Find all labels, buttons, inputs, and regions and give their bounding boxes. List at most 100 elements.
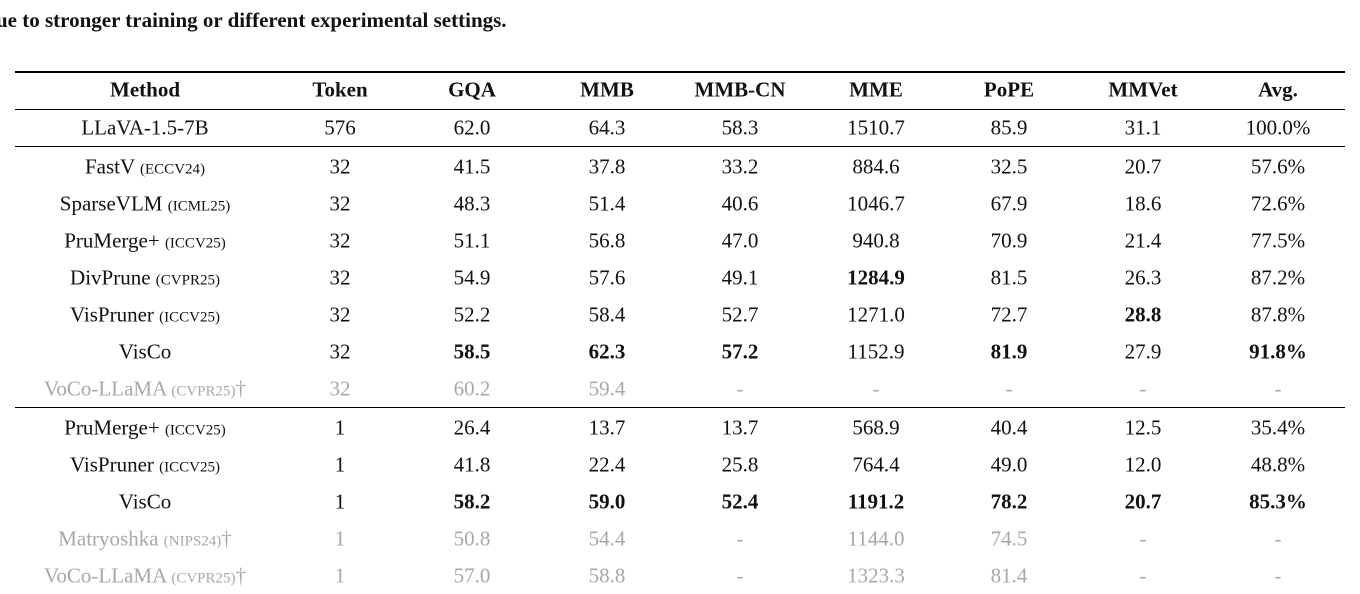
table-cell: 48.3 (453, 191, 491, 216)
table-cell: 32 (329, 228, 351, 253)
method-name: VisCo (118, 489, 172, 514)
method-cell: LLaVA-1.5-7B (81, 116, 208, 141)
rule (15, 146, 1345, 147)
table-cell: 32 (329, 339, 351, 364)
table-cell: 32 (329, 265, 351, 290)
method-cell: VisCo (119, 340, 171, 365)
method-cell: VoCo-LLaMA (CVPR25)† (44, 377, 246, 402)
table-cell: 57.6% (1250, 154, 1306, 179)
table-cell: - (1139, 376, 1147, 401)
table-cell: 20.7 (1124, 154, 1162, 179)
table-cell: 37.8 (588, 154, 626, 179)
table-cell: 81.9 (990, 339, 1028, 364)
table-cell: - (1274, 376, 1282, 401)
table-cell: 58.2 (453, 489, 491, 514)
method-cell: VisPruner (ICCV25) (70, 453, 220, 478)
table-cell: 58.4 (588, 302, 626, 327)
table-cell: 576 (324, 115, 356, 140)
table-cell: 50.8 (453, 526, 491, 551)
table-cell: 22.4 (588, 452, 626, 477)
table-cell: 1323.3 (847, 563, 905, 588)
table-cell: 87.8% (1250, 302, 1306, 327)
table-cell: 85.3% (1249, 489, 1307, 514)
table-cell: 54.4 (588, 526, 626, 551)
table-cell: 1284.9 (847, 265, 905, 290)
table-cell: 1 (334, 526, 346, 551)
venue: (ECCV24) (140, 161, 206, 178)
table-cell: 1 (334, 563, 346, 588)
table-cell: 58.3 (721, 115, 759, 140)
table-cell: 18.6 (1124, 191, 1162, 216)
table-cell: - (872, 376, 880, 401)
venue: (CVPR25) (155, 272, 220, 289)
table-cell: - (736, 526, 744, 551)
table-cell: 58.8 (588, 563, 626, 588)
method-name: Matryoshka (58, 526, 159, 551)
table-cell: 62.0 (453, 115, 491, 140)
method-cell: DivPrune (CVPR25) (70, 266, 220, 291)
table-cell: 1510.7 (847, 115, 905, 140)
table-cell: 72.6% (1250, 191, 1306, 216)
table-cell: 41.8 (453, 452, 491, 477)
table-cell: 1 (334, 452, 346, 477)
venue: (ICCV25) (164, 235, 226, 252)
table-cell: 1 (334, 489, 346, 514)
method-name: VisPruner (70, 302, 154, 327)
table-cell: - (1139, 526, 1147, 551)
table-cell: 62.3 (588, 339, 626, 364)
table-cell: 72.7 (990, 302, 1028, 327)
table-cell: 64.3 (588, 115, 626, 140)
venue: (ICCV25) (164, 422, 226, 439)
table-cell: 48.8% (1250, 452, 1306, 477)
table-cell: 41.5 (453, 154, 491, 179)
table-cell: 40.4 (990, 415, 1028, 440)
table-cell: - (736, 376, 744, 401)
rule (15, 109, 1345, 110)
dagger: † (235, 563, 247, 588)
method-cell: SparseVLM (ICML25) (60, 192, 230, 217)
method-cell: VoCo-LLaMA (CVPR25)† (44, 564, 246, 589)
method-name: PruMerge+ (64, 228, 160, 253)
table-cell: 26.3 (1124, 265, 1162, 290)
table-cell: 52.2 (453, 302, 491, 327)
table-cell: 59.0 (588, 489, 626, 514)
header-cell: GQA (448, 77, 496, 102)
header-cell: MME (849, 77, 903, 102)
table-cell: 1191.2 (847, 489, 905, 514)
table-cell: 12.0 (1124, 452, 1162, 477)
table-cell: - (1274, 526, 1282, 551)
venue: (CVPR25) (171, 383, 236, 400)
method-name: VisPruner (70, 452, 154, 477)
venue: (CVPR25) (171, 570, 236, 587)
header-cell: Token (312, 77, 368, 102)
table-cell: 51.1 (453, 228, 491, 253)
table-cell: 59.4 (588, 376, 626, 401)
method-name: PruMerge+ (64, 415, 160, 440)
table-cell: 58.5 (453, 339, 491, 364)
table-cell: 1271.0 (847, 302, 905, 327)
table-cell: 1144.0 (847, 526, 905, 551)
method-name: VoCo-LLaMA (43, 563, 167, 588)
header-cell: MMB-CN (694, 77, 786, 102)
venue: (ICCV25) (159, 459, 220, 476)
table-cell: 1 (334, 415, 346, 440)
table-cell: 57.2 (721, 339, 759, 364)
table-cell: 52.4 (721, 489, 759, 514)
header-cell: MMB (580, 77, 634, 102)
dagger: † (235, 376, 247, 401)
venue: (NIPS24) (163, 533, 222, 550)
method-cell: VisCo (119, 490, 171, 515)
table-cell: 12.5 (1124, 415, 1162, 440)
table-cell: 33.2 (721, 154, 759, 179)
table-cell: 21.4 (1124, 228, 1162, 253)
table-cell: 74.5 (990, 526, 1028, 551)
table-cell: 60.2 (453, 376, 491, 401)
method-cell: VisPruner (ICCV25) (70, 303, 220, 328)
table-cell: 91.8% (1249, 339, 1307, 364)
table-cell: 26.4 (453, 415, 491, 440)
method-cell: FastV (ECCV24) (85, 155, 205, 180)
table-cell: 56.8 (588, 228, 626, 253)
rule (15, 407, 1345, 408)
method-name: VoCo-LLaMA (43, 376, 167, 401)
header-cell: MMVet (1108, 77, 1178, 102)
